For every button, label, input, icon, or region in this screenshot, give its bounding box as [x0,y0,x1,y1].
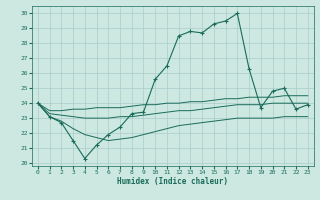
X-axis label: Humidex (Indice chaleur): Humidex (Indice chaleur) [117,177,228,186]
